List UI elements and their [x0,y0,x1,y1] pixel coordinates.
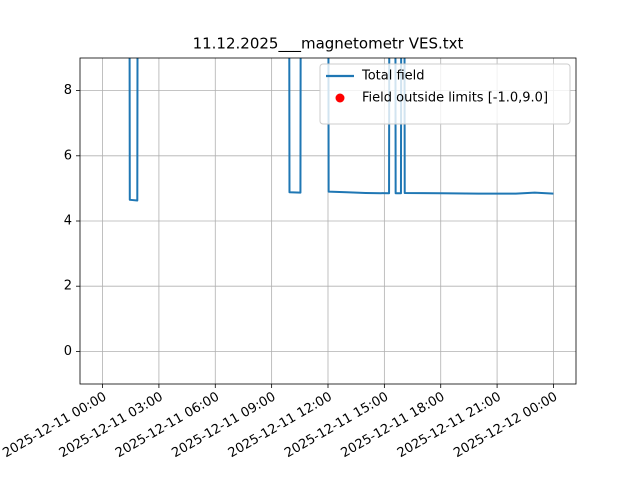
y-tick-label: 0 [64,344,72,359]
x-tick-label: 2025-12-11 12:00 [226,390,335,462]
x-tick-label: 2025-12-11 09:00 [169,390,278,462]
x-tick-label: 2025-12-12 00:00 [451,390,560,462]
x-tick-label: 2025-12-11 18:00 [339,390,448,462]
x-tick-label: 2025-12-11 00:00 [0,390,109,462]
y-tick-label: 6 [64,148,72,163]
x-tick-label: 2025-12-11 03:00 [57,390,166,462]
legend-label: Field outside limits [-1.0,9.0] [362,91,548,106]
plot-area [128,58,554,202]
y-tick-label: 8 [64,83,72,98]
legend-label: Total field [361,69,425,84]
chart-title: 11.12.2025___magnetometr VES.txt [193,35,464,54]
y-tick-label: 4 [64,214,72,229]
x-tick-label: 2025-12-11 21:00 [395,390,504,462]
legend-box [319,63,571,125]
data-line [128,58,554,202]
axes-frame [79,57,577,385]
legend-swatch [335,93,345,103]
x-tick-label: 2025-12-11 15:00 [282,390,391,462]
y-tick-label: 2 [64,279,72,294]
x-tick-label: 2025-12-11 06:00 [113,390,222,462]
legend: Total field Field outside limits [-1.0,9.… [319,63,571,125]
